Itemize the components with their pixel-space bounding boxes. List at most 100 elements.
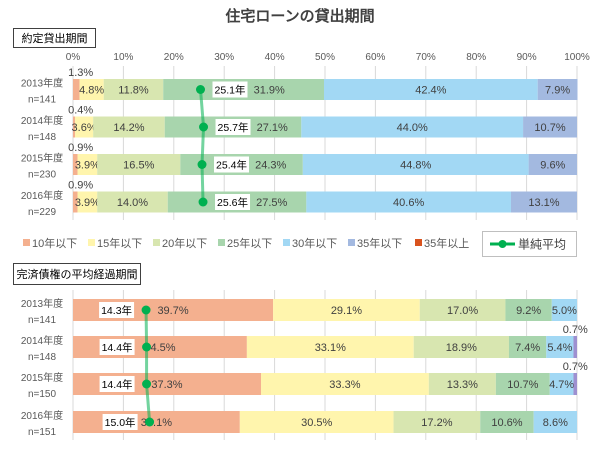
legend-label: 35年以上: [424, 236, 469, 250]
data-label: 5.4%: [547, 342, 572, 354]
data-label: 33.3%: [329, 379, 360, 391]
bar-segment: [77, 154, 98, 175]
legend-item: 35年以上: [415, 236, 469, 250]
data-label: 13.3%: [447, 379, 478, 391]
average-label-box: [99, 376, 135, 392]
bar-row: 2016年度 n=229 0.9% 3.9% 14.0% 27.5% 40.6% 13.1%: [21, 180, 577, 218]
x-tick-label: 90%: [517, 52, 537, 63]
bar-segment: [97, 191, 168, 213]
chart-layer: 0% 10% 20% 30% 40% 50% 60% 70% 80% 90% 100% 2013年度 n…: [21, 52, 590, 440]
legend-average-box: [482, 231, 577, 257]
bar-segment: [413, 336, 509, 358]
bar-segment: [428, 373, 496, 395]
bar-segment: [75, 116, 94, 138]
data-label: 7.9%: [545, 85, 570, 97]
x-tick-label: 30%: [214, 52, 234, 63]
average-label-box: [215, 119, 251, 135]
x-tick-label: 0%: [66, 52, 81, 63]
data-label: 14.0%: [117, 197, 148, 209]
section-label-text: 約定貸出期間: [22, 31, 88, 45]
data-label: 3.9%: [75, 160, 100, 172]
average-label: 14.3年: [101, 304, 132, 317]
sample-size-label: n=141: [28, 315, 57, 326]
bar-segment: [551, 299, 577, 321]
bar-segment: [495, 373, 550, 395]
legend-label: 10年以下: [32, 236, 77, 250]
bar-row: 2015年度 n=230 0.9% 3.9% 16.5% 24.3% 44.8% 9.6%: [21, 142, 577, 181]
legend-label: 単純平均: [518, 238, 566, 252]
average-line: [199, 89, 206, 203]
x-tick-label: 70%: [416, 52, 436, 63]
legend-item: 20年以下: [153, 236, 207, 250]
data-label: 11.8%: [118, 85, 149, 97]
data-label: 33.1%: [315, 342, 346, 354]
bar-segment: [573, 336, 577, 358]
data-label: 24.3%: [255, 160, 286, 172]
data-label: 0.7%: [563, 361, 588, 373]
legend-item: 35年以下: [348, 236, 402, 250]
sample-size-label: n=230: [28, 170, 57, 181]
bar-segment: [73, 116, 76, 138]
data-label: 44.8%: [400, 160, 431, 172]
bar-segment: [79, 79, 104, 100]
average-label: 25.6年: [217, 196, 248, 209]
section-label-box: [13, 28, 96, 48]
bar-segment: [323, 79, 538, 100]
average-label: 14.4年: [102, 378, 133, 391]
x-tick-label: 80%: [466, 52, 486, 63]
data-label: 1.3%: [68, 67, 93, 79]
average-label: 14.4年: [102, 341, 133, 354]
data-label: 3.9%: [75, 197, 100, 209]
legend-marker-icon: [498, 240, 507, 248]
data-label: 27.1%: [257, 122, 288, 134]
bar-segment: [549, 373, 574, 395]
legend-item: 10年以下: [23, 236, 77, 250]
data-label: 39.7%: [157, 305, 188, 317]
x-tick-label: 40%: [265, 52, 285, 63]
sample-size-label: n=148: [28, 352, 57, 363]
bar-segment: [528, 154, 577, 175]
bar-segment: [306, 191, 511, 213]
x-tick-label: 20%: [164, 52, 184, 63]
sample-size-label: n=141: [28, 95, 57, 106]
bar-segment: [523, 116, 577, 138]
bar-segment: [97, 154, 181, 175]
legend-label: 15年以下: [97, 236, 142, 250]
stacked-bar-chart-1: 0% 10% 20% 30% 40% 50% 60% 70% 80% 90% 100% 2013年度 n…: [21, 52, 590, 220]
bar-segment: [510, 191, 577, 213]
bar-segment: [239, 411, 394, 433]
sample-size-label: n=150: [28, 389, 57, 400]
average-line: [144, 309, 152, 423]
average-label: 15.0年: [105, 416, 136, 429]
data-label: 5.0%: [552, 305, 577, 317]
category-label: 2015年度: [21, 371, 63, 384]
legend-item: 25年以下: [218, 236, 272, 250]
data-label: 0.7%: [563, 324, 588, 336]
data-label: 14.2%: [113, 122, 144, 134]
bar-segment: [260, 373, 429, 395]
data-label: 17.2%: [421, 417, 452, 429]
category-label: 2013年度: [21, 297, 63, 310]
category-label: 2013年度: [21, 77, 63, 90]
bar-segment: [302, 154, 529, 175]
average-label: 25.1年: [215, 84, 246, 97]
data-label: 31.9%: [254, 85, 285, 97]
data-label: 17.0%: [447, 305, 478, 317]
average-point: [196, 85, 206, 94]
average-label-box: [99, 302, 135, 318]
data-label: 10.7%: [534, 122, 565, 134]
average-point: [142, 342, 152, 352]
section-label-text: 完済債権の平均経過期間: [17, 267, 138, 281]
data-label: 0.9%: [68, 180, 93, 192]
category-label: 2016年度: [21, 189, 63, 202]
category-label: 2016年度: [21, 409, 63, 422]
bar-segment: [419, 299, 506, 321]
category-label: 2014年度: [21, 114, 63, 127]
data-label: 13.1%: [528, 197, 559, 209]
data-label: 29.1%: [331, 305, 362, 317]
data-label: 27.5%: [256, 197, 287, 209]
data-label: 16.5%: [123, 160, 154, 172]
average-point: [197, 160, 207, 169]
bar-segment: [301, 116, 524, 138]
